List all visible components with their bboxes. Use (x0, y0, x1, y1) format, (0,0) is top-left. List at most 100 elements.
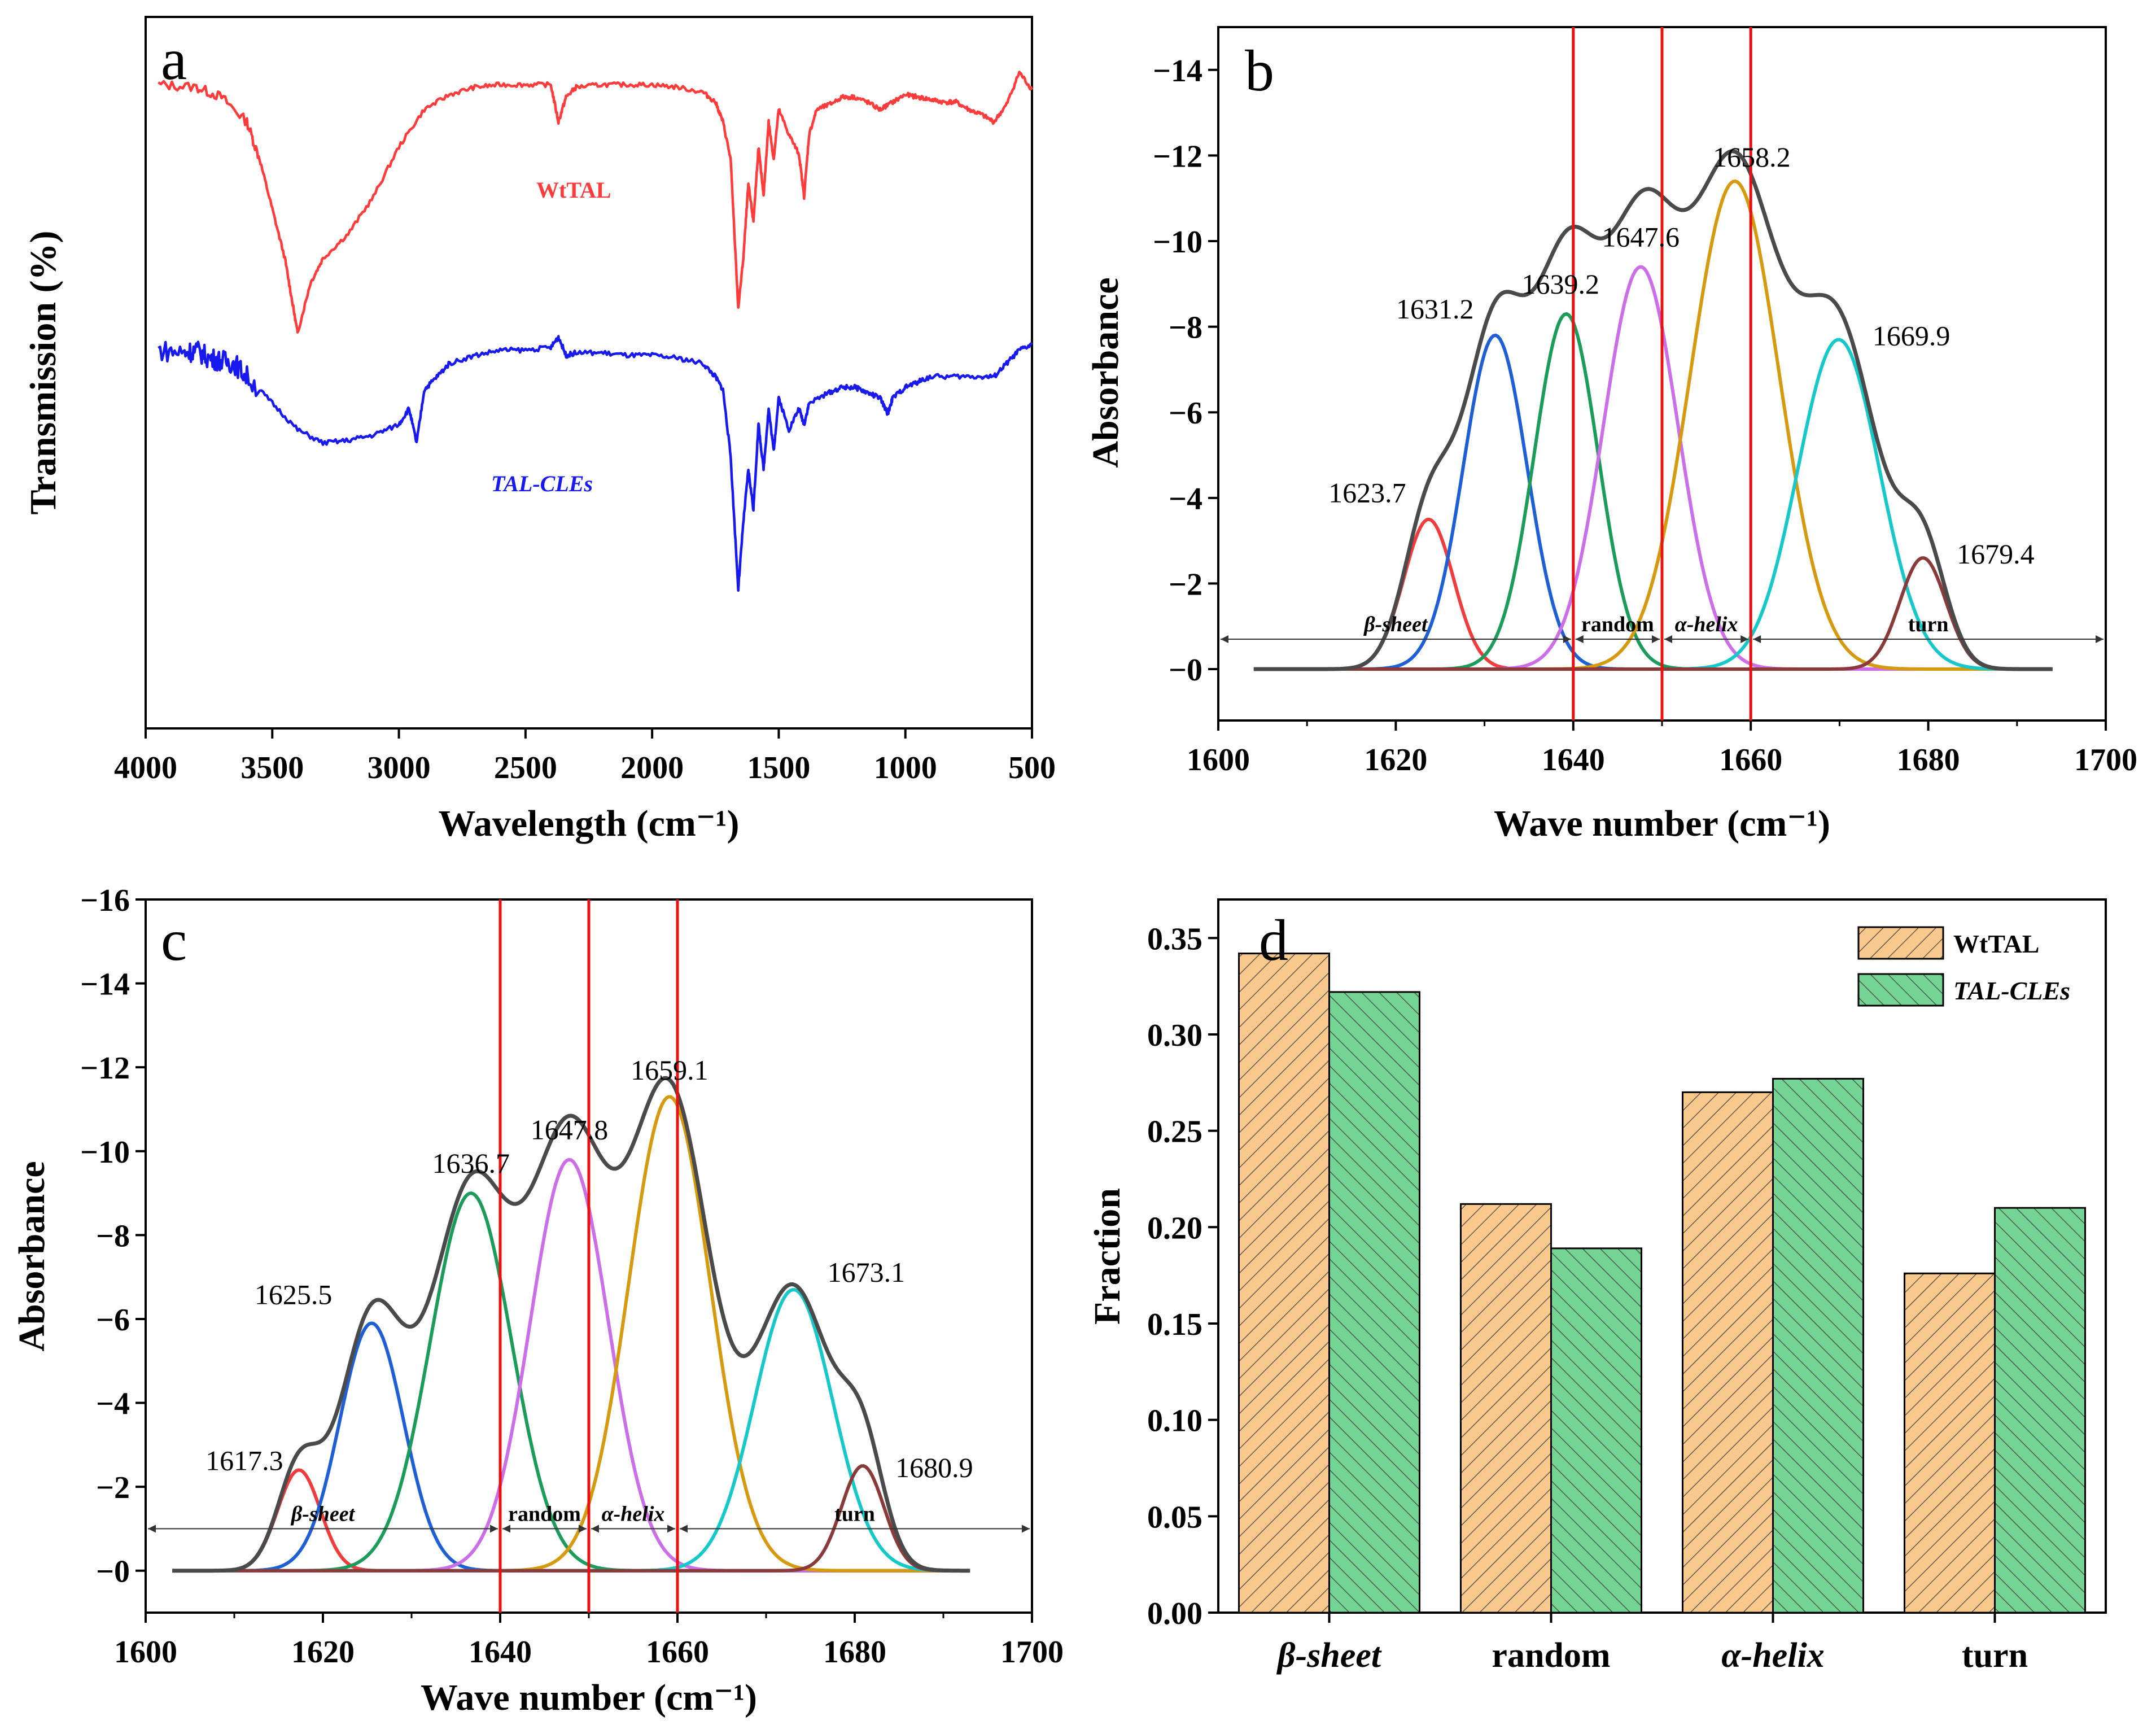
region-label: α-helix (1675, 613, 1738, 636)
series-label-wttal: WtTAL (536, 177, 611, 203)
series-line-wttal (158, 71, 1034, 334)
y-tick-label: 0.30 (1147, 1018, 1202, 1053)
y-tick-label: −10 (80, 1135, 130, 1170)
peak-label: 1658.2 (1713, 141, 1791, 173)
region-arrow-right (490, 1525, 498, 1533)
region-label: β-sheet (290, 1502, 356, 1526)
legend-swatch-wttal (1857, 926, 1944, 960)
x-tick-label: 1600 (114, 1635, 177, 1670)
x-tick-label: 1640 (1542, 743, 1605, 778)
y-tick-label: −8 (96, 1219, 130, 1254)
panel-c-deconvolution: 1600 1620 1640 1660 1680 1700 −16 −14 −12 −10 −8 −6… (11, 883, 1064, 1718)
y-tick-label: −2 (1169, 567, 1202, 602)
panel-d-legend: WtTAL TAL-CLEs (1857, 926, 2070, 1007)
x-tick-label: 1620 (1364, 743, 1427, 778)
x-tick-label: 1680 (823, 1635, 886, 1670)
x-tick-label: 2000 (620, 750, 684, 785)
y-tick-label: −4 (96, 1387, 130, 1422)
y-tick-label: −0 (96, 1554, 130, 1589)
x-tick-label: 1000 (874, 750, 937, 785)
x-category-label: turn (1962, 1636, 2028, 1675)
envelope-curve (172, 1076, 970, 1573)
peak-label: 1659.1 (631, 1054, 709, 1086)
x-tick-label: 1660 (646, 1635, 709, 1670)
region-arrow-right (579, 1525, 587, 1533)
x-tick-label: 1700 (2074, 743, 2137, 778)
peak-label: 1636.7 (432, 1147, 510, 1179)
panel-d-letter: d (1259, 908, 1288, 973)
peak-label: 1669.9 (1873, 320, 1951, 351)
y-tick-label: −16 (80, 883, 130, 918)
peak-label: 1639.2 (1521, 268, 1599, 300)
y-tick-label: −0 (1169, 653, 1202, 688)
peak-curve (172, 1464, 970, 1573)
region-arrow-right (2096, 635, 2103, 643)
x-tick-label: 1660 (1719, 743, 1782, 778)
series-label-tal-cles: TAL-CLEs (491, 471, 593, 496)
bar-tal-cles (1328, 991, 1420, 1614)
peak-curve (1253, 556, 2053, 671)
panel-a-y-title: Transmission (%) (23, 231, 64, 515)
region-arrow-right (1563, 635, 1571, 643)
y-tick-label: 0.00 (1147, 1596, 1202, 1631)
panel-a-ftir-spectra: 4000 3500 3000 2500 2000 1500 1000 500 a WtTAL … (23, 16, 1056, 844)
legend-label-tal-cles: TAL-CLEs (1953, 976, 2070, 1005)
y-tick-label: −12 (1153, 139, 1202, 174)
peak-label: 1680.9 (895, 1452, 973, 1483)
peak-label: 1647.6 (1602, 221, 1680, 252)
region-arrow-right (667, 1525, 675, 1533)
y-tick-label: 0.10 (1147, 1404, 1202, 1439)
bar-tal-cles (1772, 1077, 1864, 1614)
peak-curve (172, 1321, 970, 1573)
x-tick-label: 3000 (368, 750, 431, 785)
peak-label: 1673.1 (828, 1256, 906, 1288)
bar-tal-cles (1550, 1247, 1642, 1614)
envelope-curve (1253, 149, 2053, 671)
region-arrow-left (148, 1525, 156, 1533)
region-arrow-left (1753, 635, 1761, 643)
y-tick-label: −8 (1169, 311, 1202, 346)
panel-d-frame (1217, 898, 2107, 1614)
region-label: turn (1908, 613, 1949, 636)
y-tick-label: −12 (80, 1051, 130, 1086)
x-tick-label: 1620 (291, 1635, 355, 1670)
panel-b-x-title: Wave number (cm⁻¹) (1494, 803, 1830, 844)
panel-a-letter: a (161, 27, 187, 92)
bar-wttal (1682, 1091, 1774, 1614)
panel-c-plot: 1600 1620 1640 1660 1680 1700 −16 −14 −12 −10 −8 −6… (80, 883, 1064, 1670)
y-tick-label: −4 (1169, 482, 1202, 517)
panel-a-series (158, 71, 1034, 592)
panel-b-deconvolution: 1600 1620 1640 1660 1680 1700 −14 −12 −10 −8 −6 −4 −… (1085, 26, 2137, 844)
peak-label: 1631.2 (1396, 293, 1474, 325)
region-arrow-right (1740, 635, 1749, 643)
panel-a-frame (145, 16, 1033, 730)
x-tick-label: 1600 (1187, 743, 1250, 778)
region-label: random (1581, 613, 1654, 636)
bar-tal-cles (1994, 1207, 2086, 1614)
region-arrow-left (1221, 635, 1228, 643)
panel-d-fraction-bars: 0.00 0.05 0.10 0.15 0.20 0.25 0.30 0.35 β-sheet r… (1087, 898, 2107, 1675)
region-arrow-right (1652, 635, 1660, 643)
peak-label: 1625.5 (255, 1278, 333, 1310)
x-tick-label: 1680 (1897, 743, 1960, 778)
x-tick-label: 500 (1008, 750, 1056, 785)
region-arrow-right (1022, 1525, 1030, 1533)
region-label: turn (834, 1502, 875, 1526)
panel-c-letter: c (161, 908, 187, 973)
legend-label-wttal: WtTAL (1953, 929, 2040, 958)
panel-b-letter: b (1245, 38, 1274, 103)
x-tick-label: 2500 (494, 750, 557, 785)
x-category-label: α-helix (1721, 1636, 1824, 1675)
y-tick-label: 0.35 (1147, 922, 1202, 957)
series-line-tal-cles (158, 335, 1033, 592)
bar-wttal (1904, 1272, 1996, 1614)
peak-label: 1623.7 (1328, 477, 1406, 509)
region-arrow-left (680, 1525, 688, 1533)
x-tick-label: 4000 (114, 750, 177, 785)
y-tick-label: 0.15 (1147, 1307, 1202, 1342)
panel-c-y-title: Absorbance (11, 1161, 53, 1351)
peak-label: 1617.3 (205, 1444, 283, 1476)
region-arrow-left (1575, 635, 1584, 643)
panel-b-plot: 1600 1620 1640 1660 1680 1700 −14 −12 −10 −8 −6 −4 −… (1153, 27, 2137, 778)
region-label: random (508, 1502, 581, 1526)
